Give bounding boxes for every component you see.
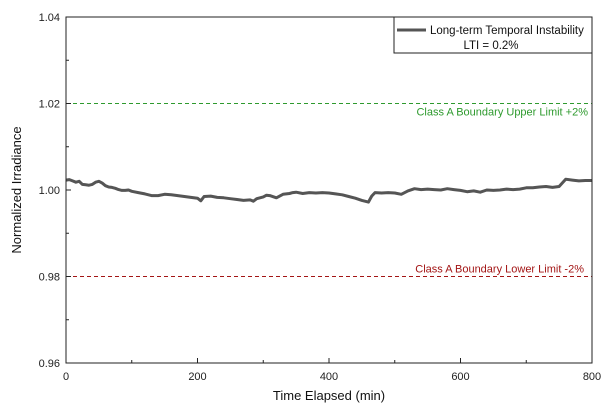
y-tick-label: 1.04 (39, 12, 60, 24)
legend-lti-note: LTI = 0.2% (463, 40, 518, 52)
y-tick-label: 0.98 (39, 272, 60, 284)
legend: Long-term Temporal Instability LTI = 0.2… (393, 16, 593, 54)
axis-ticks: 0 200 400 600 800 0.96 0.98 1.00 1.02 1.04 (39, 12, 602, 383)
reference-labels: Class A Boundary Upper Limit +2% Class A… (415, 107, 588, 276)
y-tick-label: 1.00 (39, 185, 60, 197)
x-tick-label: 600 (451, 371, 469, 383)
y-tick-label: 1.02 (39, 99, 60, 111)
lower-limit-label: Class A Boundary Lower Limit -2% (415, 264, 584, 276)
y-tick-label: 0.96 (39, 358, 60, 370)
reference-lines (66, 103, 592, 277)
series-layer (65, 177, 592, 204)
x-axis-title: Time Elapsed (min) (273, 388, 385, 403)
legend-entry-label: Long-term Temporal Instability (430, 25, 584, 37)
upper-limit-label: Class A Boundary Upper Limit +2% (416, 107, 588, 119)
series-line-0 (65, 177, 592, 204)
x-tick-label: 200 (188, 371, 206, 383)
legend-box (393, 16, 593, 54)
x-tick-label: 800 (583, 371, 601, 383)
y-axis-title: Normalized Irradiance (9, 126, 24, 253)
x-tick-label: 0 (63, 371, 69, 383)
x-tick-label: 400 (320, 371, 338, 383)
